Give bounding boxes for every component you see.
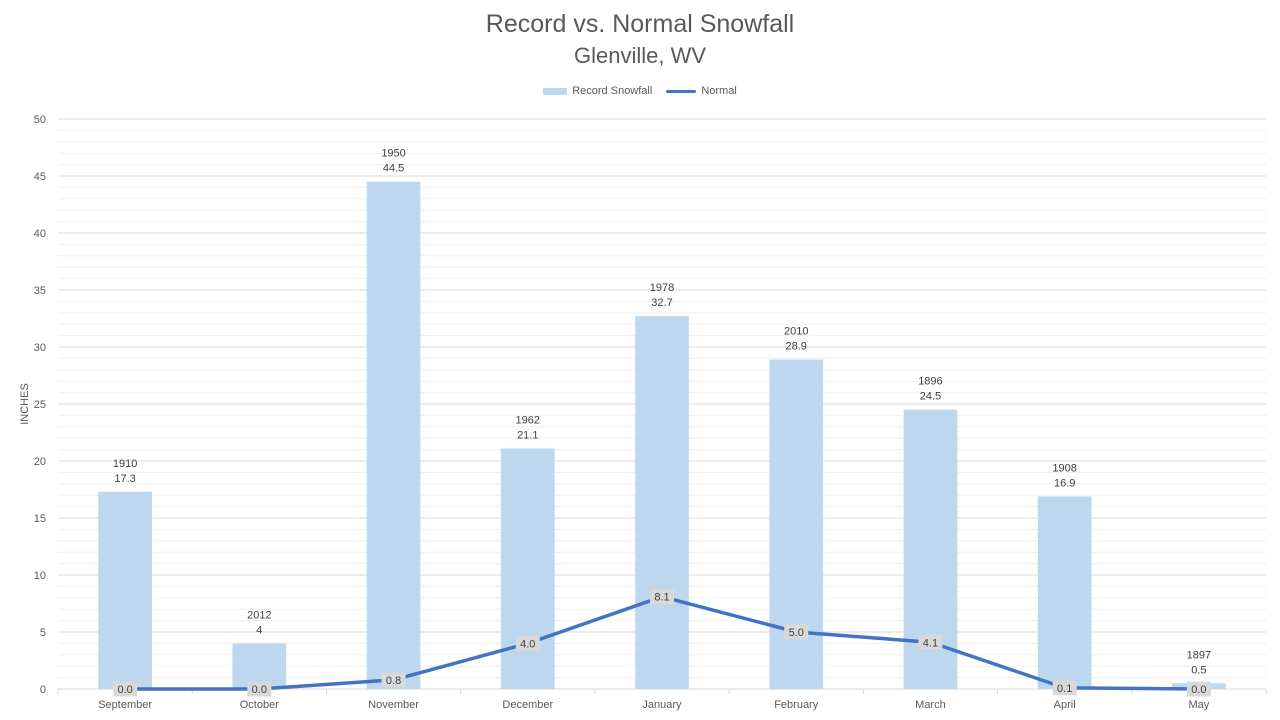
bar-value-label: 44.5 [383, 163, 404, 175]
y-tick-label: 35 [34, 285, 46, 297]
bar-value-label: 4 [256, 624, 262, 636]
y-tick-label: 20 [34, 456, 46, 468]
line-point-label-bg [918, 634, 943, 650]
chart-title: Record vs. Normal Snowfall [485, 10, 795, 38]
x-tick-label: March [915, 699, 946, 711]
bar-value-label: 16.9 [1054, 477, 1075, 489]
line-point-label: 8.1 [654, 592, 669, 604]
legend-swatch-record [543, 87, 568, 95]
bar-record-snowfall [769, 359, 824, 689]
bar-value-label: 28.9 [786, 341, 807, 353]
x-tick-label: December [502, 699, 553, 711]
line-point-label: 0.0 [252, 684, 267, 696]
bar-year-label: 1896 [918, 376, 942, 388]
x-tick-label: January [642, 699, 682, 711]
bar-year-label: 2012 [247, 609, 271, 621]
legend-swatch-normal [666, 89, 697, 93]
bar-year-label: 2010 [784, 326, 808, 338]
legend: Record Snowfall Normal [0, 85, 1280, 97]
bar-record-snowfall [232, 643, 287, 689]
legend-item-normal: Normal [666, 85, 737, 97]
bar-record-snowfall [1037, 496, 1092, 689]
y-tick-label: 25 [34, 399, 46, 411]
y-tick-label: 10 [34, 570, 46, 582]
x-tick-label: September [98, 699, 152, 711]
legend-item-record: Record Snowfall [543, 85, 652, 97]
line-point-label-bg [1052, 680, 1077, 696]
line-point-label: 0.8 [386, 675, 401, 687]
bar-value-label: 21.1 [517, 429, 538, 441]
line-point-label: 0.0 [117, 684, 132, 696]
line-point-label: 4.0 [520, 638, 535, 650]
line-point-label-bg [247, 681, 272, 697]
y-tick-label: 50 [34, 114, 46, 126]
y-tick-label: 0 [40, 684, 46, 696]
bar-record-snowfall [366, 181, 421, 689]
bar-year-label: 1897 [1187, 649, 1211, 661]
bar-year-label: 1950 [381, 148, 405, 160]
bar-value-label: 24.5 [920, 391, 941, 403]
x-tick-label: February [774, 699, 819, 711]
bar-year-label: 1908 [1052, 462, 1076, 474]
legend-label-normal: Normal [701, 85, 737, 97]
line-point-label: 0.1 [1057, 683, 1072, 695]
line-point-label-bg [381, 672, 406, 688]
line-point-label: 5.0 [789, 627, 804, 639]
line-point-label: 0.0 [1191, 684, 1206, 696]
chart-subtitle: Glenville, WV [573, 43, 707, 68]
bar-value-label: 0.5 [1191, 664, 1206, 676]
bar-year-label: 1962 [516, 414, 540, 426]
bar-value-label: 32.7 [651, 297, 672, 309]
x-tick-label: November [368, 699, 419, 711]
bar-record-snowfall [635, 316, 689, 689]
line-point-label-bg [113, 681, 138, 697]
x-tick-label: April [1054, 699, 1076, 711]
x-tick-label: October [240, 699, 279, 711]
line-point-label-bg [515, 635, 540, 651]
y-tick-label: 45 [34, 171, 46, 183]
bar-value-label: 17.3 [114, 473, 135, 485]
y-tick-label: 40 [34, 228, 46, 240]
line-point-label-bg [650, 589, 674, 605]
bar-record-snowfall [98, 491, 152, 689]
line-point-label: 4.1 [923, 637, 938, 649]
line-point-label-bg [784, 624, 809, 640]
bar-year-label: 1978 [650, 282, 674, 294]
x-tick-label: May [1188, 699, 1209, 711]
y-axis-label: INCHES [19, 383, 31, 425]
y-tick-label: 15 [34, 513, 46, 525]
bar-year-label: 1910 [113, 458, 137, 470]
line-point-label-bg [1186, 681, 1211, 697]
legend-label-record: Record Snowfall [572, 85, 653, 97]
y-tick-label: 5 [40, 627, 46, 639]
bar-record-snowfall [500, 448, 555, 689]
y-tick-label: 30 [34, 342, 46, 354]
